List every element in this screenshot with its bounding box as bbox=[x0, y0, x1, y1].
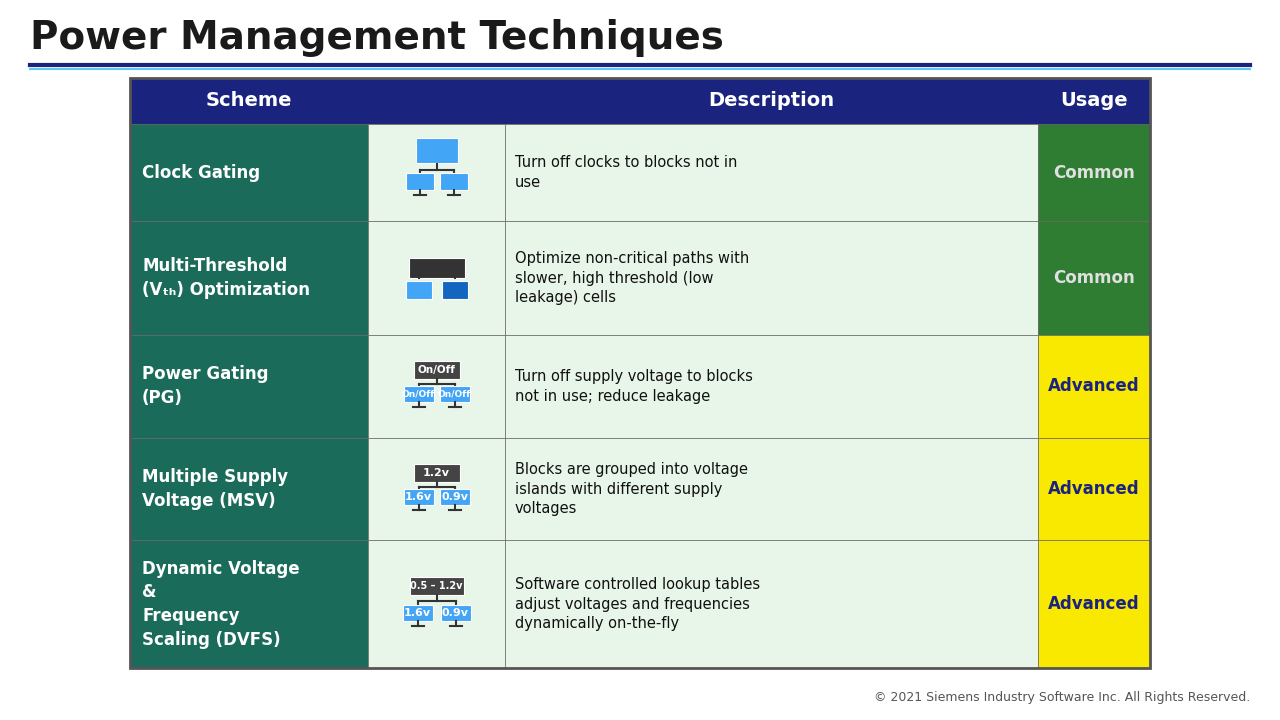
Bar bbox=[131, 221, 369, 335]
Text: Scheme: Scheme bbox=[206, 91, 292, 110]
Bar bbox=[442, 281, 467, 299]
Text: © 2021 Siemens Industry Software Inc. All Rights Reserved.: © 2021 Siemens Industry Software Inc. Al… bbox=[874, 691, 1251, 704]
Bar bbox=[403, 386, 434, 402]
Bar bbox=[369, 335, 506, 438]
Text: 0.9v: 0.9v bbox=[442, 608, 468, 618]
Text: On/Off: On/Off bbox=[402, 390, 435, 399]
Bar bbox=[131, 78, 1149, 124]
Bar bbox=[506, 335, 1038, 438]
Bar bbox=[410, 577, 463, 595]
Text: Power Management Techniques: Power Management Techniques bbox=[29, 19, 724, 57]
Bar bbox=[506, 541, 1038, 668]
Bar bbox=[413, 361, 460, 379]
Text: Blocks are grouped into voltage
islands with different supply
voltages: Blocks are grouped into voltage islands … bbox=[515, 462, 748, 516]
Bar bbox=[403, 489, 434, 505]
Text: On/Off: On/Off bbox=[417, 365, 456, 375]
Text: Advanced: Advanced bbox=[1048, 377, 1139, 395]
Text: 0.5 – 1.2v: 0.5 – 1.2v bbox=[411, 581, 463, 591]
Bar bbox=[413, 464, 460, 482]
Bar bbox=[506, 221, 1038, 335]
Text: Power Gating
(PG): Power Gating (PG) bbox=[142, 366, 269, 407]
Text: 1.2v: 1.2v bbox=[422, 468, 451, 478]
Text: Multi-Threshold
(Vₜₕ) Optimization: Multi-Threshold (Vₜₕ) Optimization bbox=[142, 257, 310, 299]
Bar bbox=[439, 386, 470, 402]
Text: Turn off clocks to blocks not in
use: Turn off clocks to blocks not in use bbox=[515, 156, 737, 190]
Text: Advanced: Advanced bbox=[1048, 480, 1139, 498]
Text: Dynamic Voltage
&
Frequency
Scaling (DVFS): Dynamic Voltage & Frequency Scaling (DVF… bbox=[142, 559, 300, 649]
Text: Advanced: Advanced bbox=[1048, 595, 1139, 613]
Text: 1.6v: 1.6v bbox=[404, 608, 431, 618]
Bar bbox=[439, 174, 467, 190]
Bar bbox=[131, 438, 369, 541]
Text: Usage: Usage bbox=[1060, 91, 1128, 110]
Bar bbox=[369, 541, 506, 668]
Bar bbox=[369, 221, 506, 335]
Text: 1.6v: 1.6v bbox=[404, 492, 433, 502]
Text: Turn off supply voltage to blocks
not in use; reduce leakage: Turn off supply voltage to blocks not in… bbox=[515, 369, 753, 404]
Text: Description: Description bbox=[708, 91, 835, 110]
Bar bbox=[131, 124, 369, 221]
Bar bbox=[1038, 438, 1149, 541]
Bar bbox=[406, 281, 431, 299]
Bar bbox=[506, 438, 1038, 541]
Bar bbox=[1038, 541, 1149, 668]
Text: Common: Common bbox=[1053, 163, 1135, 181]
Text: Clock Gating: Clock Gating bbox=[142, 163, 260, 181]
Bar bbox=[1038, 221, 1149, 335]
Text: 0.9v: 0.9v bbox=[442, 492, 468, 502]
Bar bbox=[131, 541, 369, 668]
Text: Optimize non-critical paths with
slower, high threshold (low
leakage) cells: Optimize non-critical paths with slower,… bbox=[515, 251, 749, 305]
Bar bbox=[1038, 335, 1149, 438]
Bar bbox=[369, 124, 506, 221]
Text: On/Off: On/Off bbox=[438, 390, 471, 399]
Bar bbox=[506, 124, 1038, 221]
Bar bbox=[440, 606, 471, 621]
Text: Software controlled lookup tables
adjust voltages and frequencies
dynamically on: Software controlled lookup tables adjust… bbox=[515, 577, 760, 631]
Bar bbox=[131, 335, 369, 438]
Bar bbox=[369, 438, 506, 541]
Bar bbox=[1038, 124, 1149, 221]
Bar bbox=[131, 78, 1149, 668]
Text: Multiple Supply
Voltage (MSV): Multiple Supply Voltage (MSV) bbox=[142, 468, 288, 510]
Bar bbox=[406, 174, 434, 190]
Bar bbox=[416, 138, 457, 163]
Bar bbox=[402, 606, 433, 621]
Bar bbox=[408, 258, 465, 278]
Text: Common: Common bbox=[1053, 269, 1135, 287]
Bar bbox=[439, 489, 470, 505]
